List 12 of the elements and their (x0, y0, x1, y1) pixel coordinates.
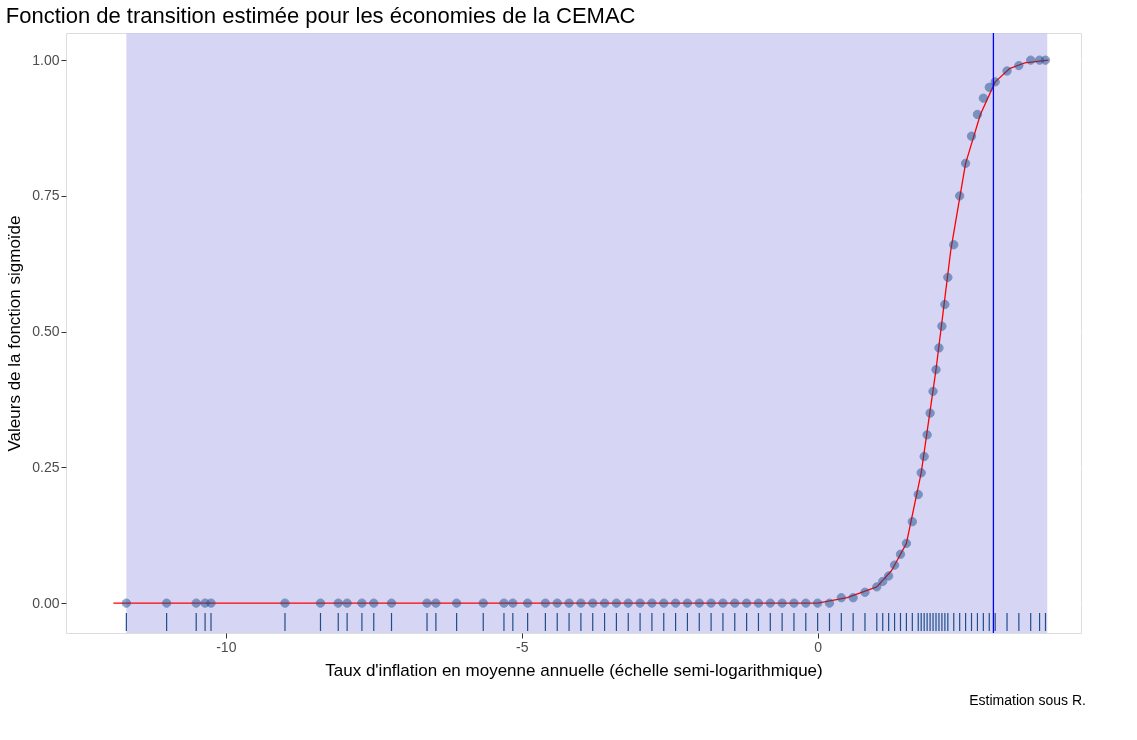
y-tick-label: 0.25 (32, 458, 60, 475)
x-axis-title: Taux d'inflation en moyenne annuelle (échelle semi-logarithmique) (325, 660, 823, 680)
text: Estimation sous R. (969, 692, 1086, 708)
x-tick-label: 0 (814, 638, 823, 655)
y-tick-label: 0.75 (32, 187, 60, 204)
y-tick-label: 0.00 (32, 594, 60, 611)
y-tick-label: 0.50 (32, 323, 60, 340)
x-tick-label: -5 (515, 638, 529, 655)
y-tick-label: 1.00 (32, 51, 60, 68)
x-tick-label: -10 (216, 638, 237, 655)
y-axis-title: Valeurs de la fonction sigmoïde (5, 215, 25, 452)
chart-title: Fonction de transition estimée pour les économies de la CEMAC (5, 3, 636, 29)
